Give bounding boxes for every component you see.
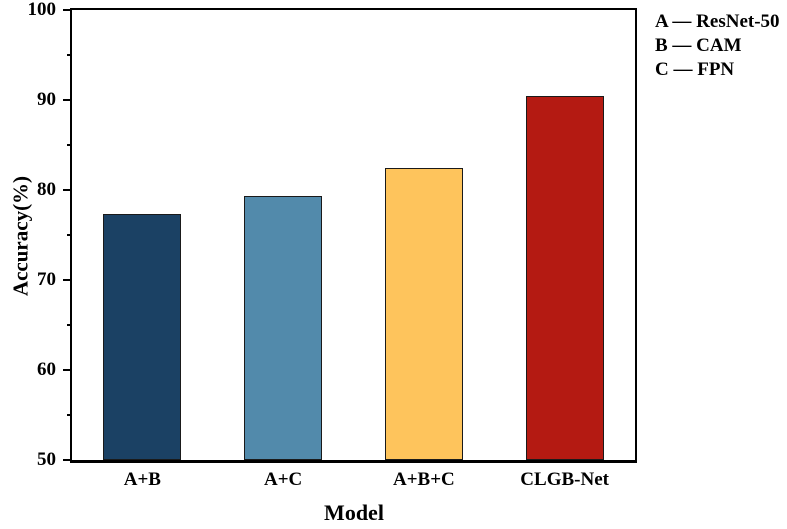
bar-a-b (103, 214, 182, 460)
y-tick-label: 90 (37, 89, 56, 110)
x-category-label: A+B (123, 469, 161, 490)
bar-a-c (244, 196, 323, 460)
legend-item-c: C — FPN (655, 59, 735, 80)
x-category-label: A+B+C (392, 469, 455, 490)
y-major-tick (63, 9, 72, 11)
legend-item-a: A — ResNet-50 (655, 11, 780, 32)
x-axis-title: Model (324, 500, 384, 525)
y-tick-label: 60 (37, 359, 56, 380)
y-minor-tick (67, 234, 72, 236)
bar-a-b-c (384, 168, 463, 460)
y-tick-label: 100 (27, 0, 57, 20)
y-major-tick (63, 189, 72, 191)
y-major-tick (63, 99, 72, 101)
y-minor-tick (67, 54, 72, 56)
legend: A — ResNet-50 B — CAM C — FPN (655, 10, 780, 82)
y-tick-label: 80 (37, 179, 56, 200)
y-major-tick (63, 459, 72, 461)
x-category-label: CLGB-Net (520, 469, 609, 490)
y-major-tick (63, 369, 72, 371)
y-tick-label: 50 (37, 449, 56, 470)
y-minor-tick (67, 414, 72, 416)
y-major-tick (63, 279, 72, 281)
legend-item-b: B — CAM (655, 35, 742, 56)
y-minor-tick (67, 144, 72, 146)
bar-clgb-net (525, 96, 604, 460)
y-minor-tick (67, 324, 72, 326)
y-axis-title: Accuracy(%) (8, 175, 33, 297)
x-category-label: A+C (263, 469, 303, 490)
y-tick-label: 70 (37, 269, 56, 290)
